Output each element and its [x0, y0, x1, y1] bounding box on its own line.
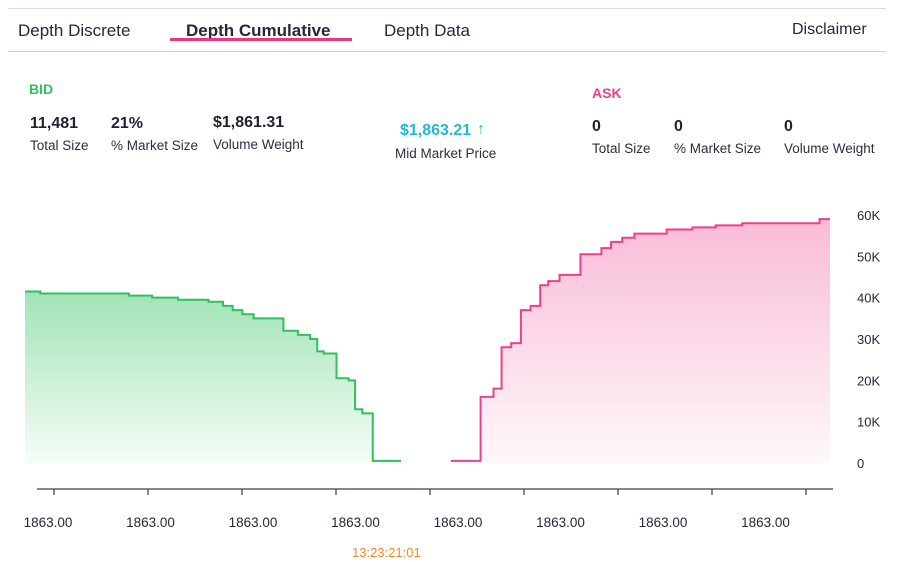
mid-market-label: Mid Market Price — [395, 146, 497, 161]
active-tab-indicator — [170, 38, 352, 41]
tab-depth-cumulative[interactable]: Depth Cumulative — [186, 21, 331, 40]
bid-volume-weight: $1,861.31 — [213, 114, 285, 131]
x-tick-label: 1863.00 — [331, 515, 380, 530]
x-tick-label: 1863.00 — [229, 515, 278, 530]
x-tick-label: 1863.00 — [536, 515, 585, 530]
y-tick-label: 20K — [857, 373, 880, 388]
x-tick-label: 1863.00 — [434, 515, 483, 530]
ask-depth-line — [450, 218, 830, 462]
bid-total-size: 11,481 — [30, 115, 79, 132]
bid-market-size: 21% — [111, 115, 144, 132]
tab-bar: Depth Discrete Depth Cumulative Depth Da… — [8, 8, 886, 52]
y-tick-label: 10K — [857, 415, 880, 430]
x-tick-label: 1863.00 — [639, 515, 688, 530]
y-tick-label: 30K — [857, 332, 880, 347]
bid-market-size-label: % Market Size — [111, 138, 199, 153]
ask-market-size-label: % Market Size — [674, 141, 762, 156]
y-tick-label: 50K — [857, 249, 880, 264]
x-tick-label: 1863.00 — [126, 515, 175, 530]
y-tick-label: 60K — [857, 208, 880, 223]
ask-total-size-label: Total Size — [592, 141, 651, 156]
ask-volume-weight-label: Volume Weight — [784, 141, 875, 156]
tab-depth-discrete[interactable]: Depth Discrete — [18, 21, 131, 40]
y-tick-label: 0 — [857, 456, 864, 471]
arrow-up-icon: ↑ — [477, 121, 485, 138]
y-tick-label: 40K — [857, 291, 880, 306]
ask-depth-area — [450, 219, 830, 463]
ask-market-size: 0 — [674, 118, 683, 135]
tab-depth-data[interactable]: Depth Data — [384, 21, 470, 40]
chart-timestamp: 13:23:21:01 — [352, 545, 421, 560]
disclaimer-link[interactable]: Disclaimer — [792, 21, 867, 38]
bid-depth-line — [25, 290, 401, 462]
ask-label: ASK — [592, 85, 622, 101]
x-tick-label: 1863.00 — [24, 515, 73, 530]
bid-label: BID — [29, 81, 54, 97]
bid-depth-area — [25, 291, 401, 463]
bid-volume-weight-label: Volume Weight — [213, 137, 304, 152]
ask-volume-weight: 0 — [784, 118, 793, 135]
x-tick-label: 1863.00 — [741, 515, 790, 530]
ask-total-size: 0 — [592, 118, 601, 135]
bid-total-size-label: Total Size — [30, 138, 89, 153]
mid-market-price: $1,863.21 — [400, 122, 472, 139]
